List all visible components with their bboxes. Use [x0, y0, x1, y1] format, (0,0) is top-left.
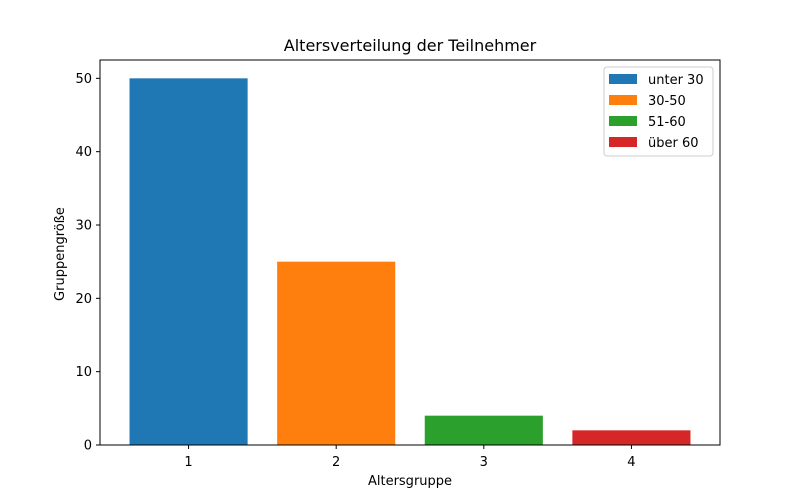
x-tick-label-1: 1 [184, 455, 192, 470]
plot-frame [99, 59, 721, 446]
legend-swatch-2 [609, 95, 637, 105]
y-tick-label-10: 10 [75, 365, 92, 380]
x-ticks-group: 1 2 3 4 [184, 445, 636, 470]
legend-swatch-1 [609, 74, 637, 84]
legend-label-3: 51-60 [648, 115, 686, 130]
legend-label-4: über 60 [648, 136, 699, 151]
x-tick-label-4: 4 [627, 455, 635, 470]
bar-4 [572, 430, 691, 445]
y-tick-label-20: 20 [75, 292, 92, 307]
y-tick-label-30: 30 [75, 219, 92, 234]
x-tick-label-2: 2 [332, 455, 340, 470]
legend-box [603, 66, 714, 157]
bar-3 [424, 415, 543, 445]
legend-swatch-3 [609, 116, 637, 126]
axes-group [99, 59, 721, 446]
y-ticks-group: 0 10 20 30 40 50 [75, 72, 100, 454]
bar-1 [129, 78, 248, 445]
y-tick-label-0: 0 [84, 439, 92, 454]
legend-label-1: unter 30 [648, 73, 704, 88]
x-tick-label-3: 3 [480, 455, 488, 470]
legend-label-2: 30-50 [648, 94, 686, 109]
x-axis-label: Altersgruppe [368, 474, 452, 489]
bars-group [129, 78, 691, 445]
y-tick-label-40: 40 [75, 145, 92, 160]
chart-title: Altersverteilung der Teilnehmer [284, 36, 537, 55]
y-axis-label: Gruppengröße [53, 207, 68, 301]
y-tick-label-50: 50 [75, 72, 92, 87]
bar-2 [277, 261, 396, 445]
legend: unter 30 30-50 51-60 über 60 [603, 66, 714, 157]
legend-swatch-4 [609, 137, 637, 147]
